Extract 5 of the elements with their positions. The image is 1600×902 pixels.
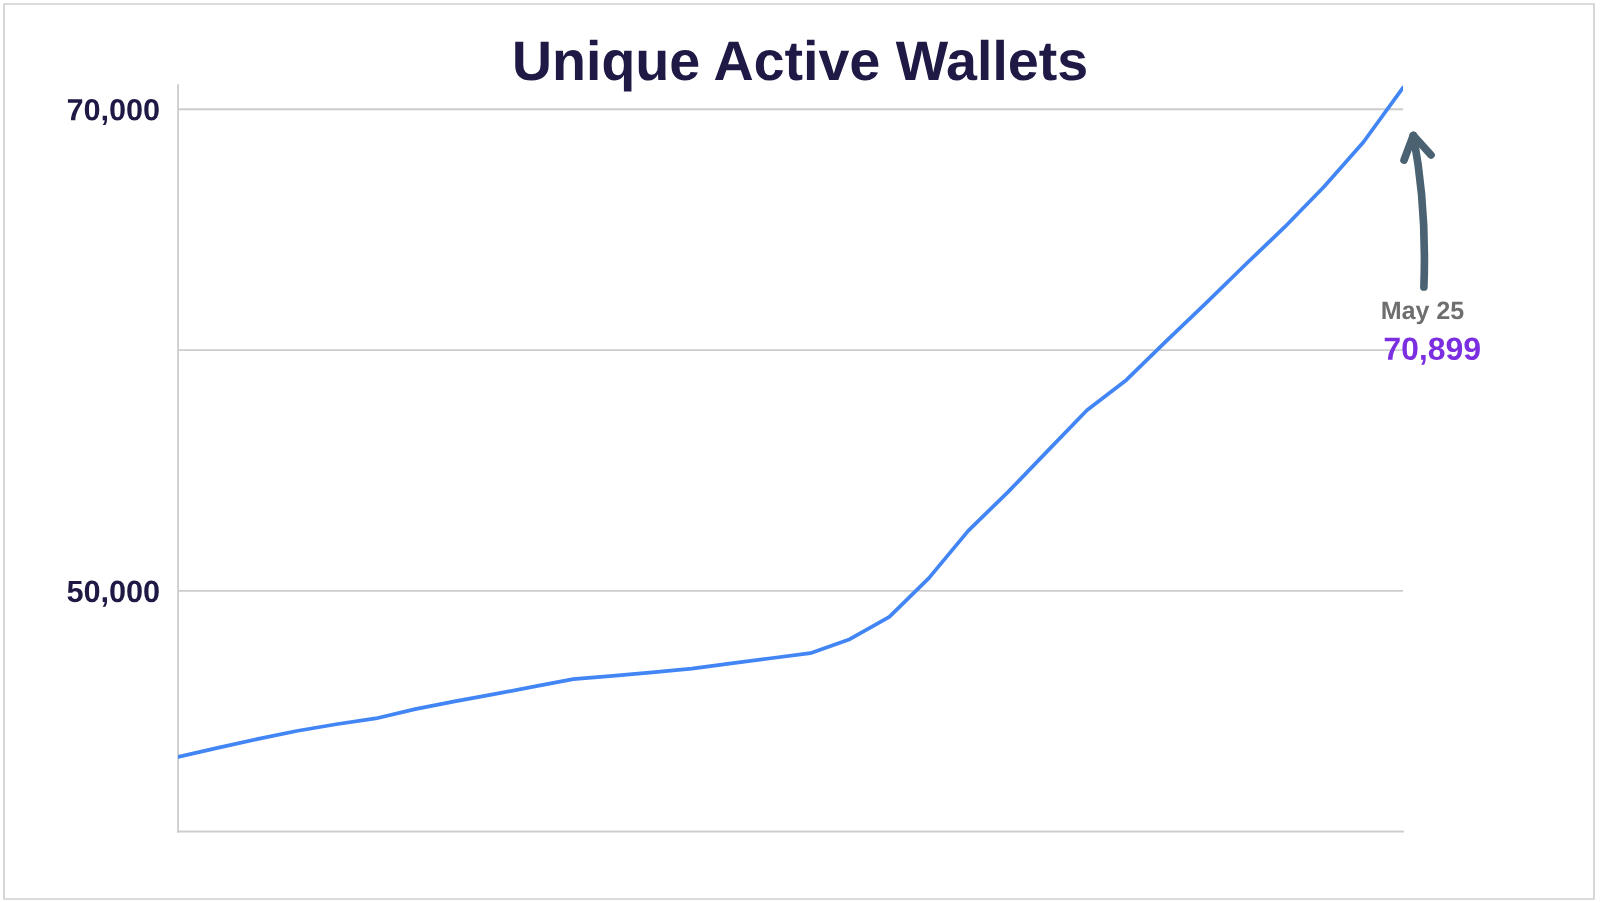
annotation: May 25 — [1382, 301, 1464, 325]
y-tick-label: 50,000 — [67, 580, 159, 607]
y-tick-label: 70,000 — [67, 98, 159, 126]
chart-title: Unique Active Wallets — [515, 39, 1086, 92]
annotation: 70,899 — [1384, 337, 1480, 365]
